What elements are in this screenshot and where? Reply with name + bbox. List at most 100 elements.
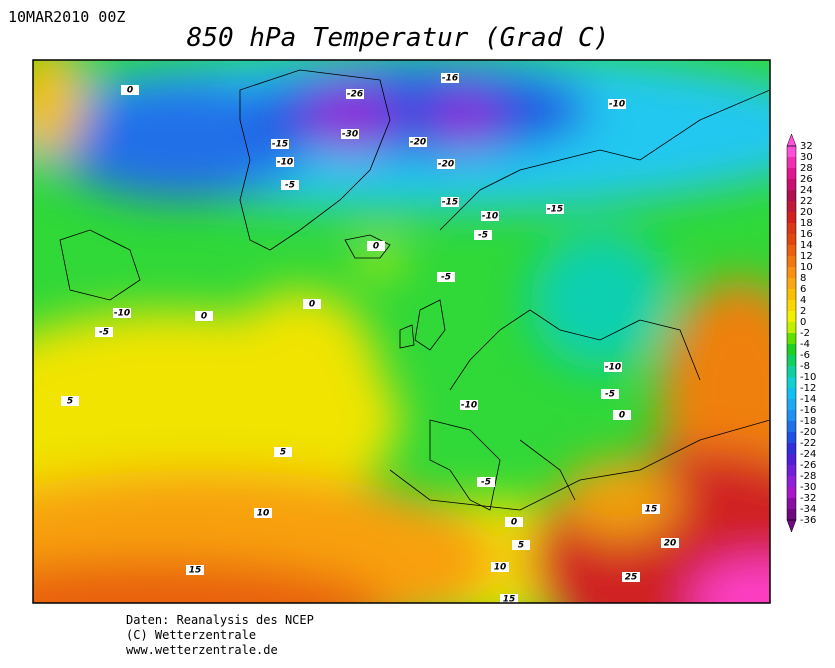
contour-label-box bbox=[61, 396, 79, 406]
colorbar-cell bbox=[787, 234, 796, 246]
colorbar-frame bbox=[786, 145, 797, 521]
contour-label: -10 bbox=[482, 212, 498, 222]
colorbar-arrow bbox=[786, 133, 797, 147]
colorbar-tick-label: -4 bbox=[800, 339, 810, 350]
colorbar-tick-label: 32 bbox=[800, 141, 813, 152]
contour-label: 5 bbox=[280, 448, 286, 458]
contour-label: -26 bbox=[347, 90, 363, 100]
colorbar-tick-label: -32 bbox=[800, 493, 816, 504]
contour-label-box bbox=[613, 410, 631, 420]
colorbar-tick-label: -18 bbox=[800, 416, 816, 427]
colorbar-tick-label: -12 bbox=[800, 383, 816, 394]
colorbar-tick-label: 6 bbox=[800, 284, 806, 295]
contour-label-box bbox=[113, 308, 131, 318]
colorbar-tick-label: -34 bbox=[800, 504, 816, 515]
colorbar-cell bbox=[787, 333, 796, 345]
colorbar-tick-label: -20 bbox=[800, 427, 816, 438]
colorbar-tick-label: -28 bbox=[800, 471, 816, 482]
contour-label-box bbox=[437, 159, 455, 169]
footer-line: www.wetterzentrale.de bbox=[126, 643, 278, 657]
colorbar-cell bbox=[787, 212, 796, 224]
colorbar-cell bbox=[787, 311, 796, 323]
contour-label: -20 bbox=[438, 160, 454, 170]
colorbar-tick-label: 28 bbox=[800, 163, 813, 174]
contour-label: 0 bbox=[201, 312, 207, 322]
colorbar-cell bbox=[787, 498, 796, 510]
contour-label: -10 bbox=[277, 158, 293, 168]
colorbar-cell bbox=[787, 443, 796, 455]
colorbar-tick-label: 26 bbox=[800, 174, 813, 185]
contour-label-box bbox=[608, 99, 626, 109]
contour-label-box bbox=[276, 157, 294, 167]
colorbar-cell bbox=[787, 487, 796, 499]
contour-label: -16 bbox=[442, 74, 458, 84]
contour-label-box bbox=[460, 400, 478, 410]
contour-label-box bbox=[441, 197, 459, 207]
contour-label: 0 bbox=[511, 518, 517, 528]
contour-label-box bbox=[604, 362, 622, 372]
contour-label-box bbox=[95, 327, 113, 337]
colorbar-cell bbox=[787, 344, 796, 356]
colorbar-cell bbox=[787, 146, 796, 158]
colorbar-cell bbox=[787, 388, 796, 400]
contour-label-box bbox=[341, 129, 359, 139]
colorbar-tick-label: -22 bbox=[800, 438, 816, 449]
colorbar-cell bbox=[787, 377, 796, 389]
contour-label: -15 bbox=[272, 140, 288, 150]
contour-label: 0 bbox=[309, 300, 315, 310]
contour-label-box bbox=[642, 504, 660, 514]
colorbar-cell bbox=[787, 454, 796, 466]
contour-label: 0 bbox=[127, 86, 133, 96]
colorbar-tick-label: 20 bbox=[800, 207, 813, 218]
contour-label: 25 bbox=[625, 573, 638, 583]
colorbar-arrow bbox=[786, 519, 797, 533]
contour-label: -5 bbox=[99, 328, 109, 338]
colorbar-tick-label: -2 bbox=[800, 328, 810, 339]
colorbar-tick-label: 24 bbox=[800, 185, 813, 196]
contour-label-box bbox=[622, 572, 640, 582]
contour-label: 5 bbox=[518, 541, 524, 551]
colorbar-tick-label: 14 bbox=[800, 240, 813, 251]
contour-label-box bbox=[271, 139, 289, 149]
colorbar-tick-label: 12 bbox=[800, 251, 813, 262]
contour-label: 10 bbox=[494, 563, 507, 573]
colorbar-tick-label: -10 bbox=[800, 372, 816, 383]
colorbar-cell bbox=[787, 190, 796, 202]
colorbar-tick-label: 4 bbox=[800, 295, 806, 306]
colorbar-tick-label: -26 bbox=[800, 460, 816, 471]
colorbar-cell bbox=[787, 278, 796, 290]
contour-label-box bbox=[186, 565, 204, 575]
colorbar-cell bbox=[787, 399, 796, 411]
footer-line: Daten: Reanalysis des NCEP bbox=[126, 613, 314, 627]
contour-label: 20 bbox=[664, 539, 677, 549]
colorbar-tick-label: 30 bbox=[800, 152, 813, 163]
contour-label-box bbox=[512, 540, 530, 550]
colorbar-tick-label: 2 bbox=[800, 306, 806, 317]
colorbar-tick-label: -16 bbox=[800, 405, 816, 416]
contour-label-box bbox=[546, 204, 564, 214]
contour-label: 10 bbox=[257, 509, 270, 519]
contour-label-box bbox=[281, 180, 299, 190]
colorbar-tick-label: 0 bbox=[800, 317, 806, 328]
contour-label-box bbox=[195, 311, 213, 321]
colorbar-cell bbox=[787, 223, 796, 235]
contour-label-box bbox=[367, 241, 385, 251]
contour-label-box bbox=[274, 447, 292, 457]
contour-label-box bbox=[254, 508, 272, 518]
colorbar-tick-label: 22 bbox=[800, 196, 813, 207]
contour-label: 15 bbox=[189, 566, 202, 576]
contour-label-box bbox=[346, 89, 364, 99]
colorbar-tick-label: -14 bbox=[800, 394, 816, 405]
colorbar-cell bbox=[787, 421, 796, 433]
contour-label: -5 bbox=[441, 273, 451, 283]
contour-label-box bbox=[481, 211, 499, 221]
colorbar-cell bbox=[787, 476, 796, 488]
contour-label-box bbox=[601, 389, 619, 399]
map-frame bbox=[32, 59, 771, 604]
colorbar-cell bbox=[787, 322, 796, 334]
colorbar-tick-label: -24 bbox=[800, 449, 816, 460]
contour-label-box bbox=[303, 299, 321, 309]
colorbar-cell bbox=[787, 289, 796, 301]
colorbar-cell bbox=[787, 432, 796, 444]
contour-label: -20 bbox=[410, 138, 426, 148]
